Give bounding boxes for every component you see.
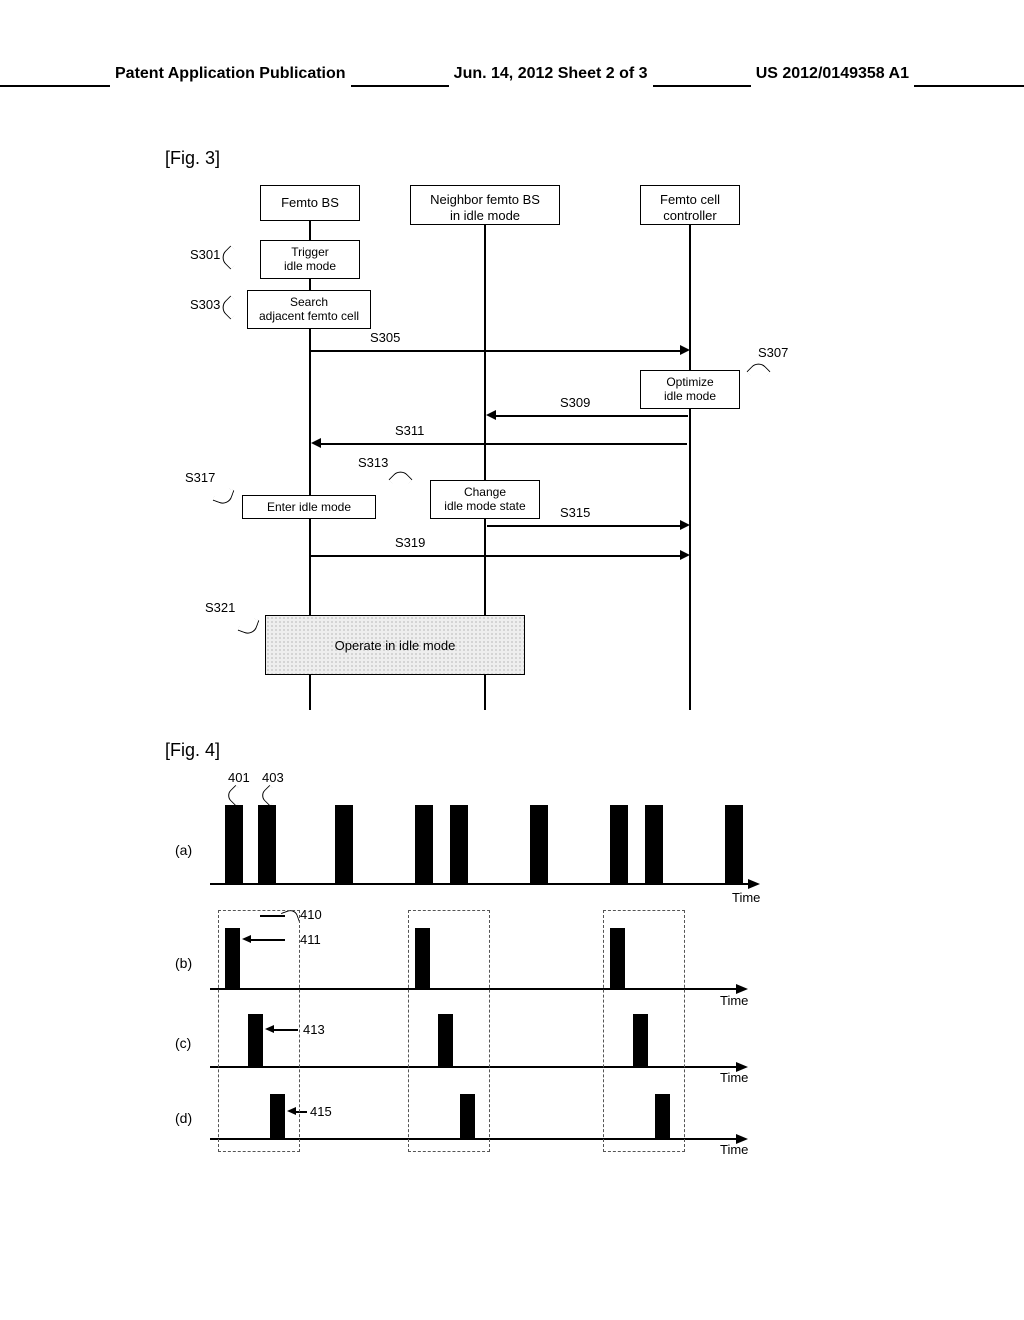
arrow-s305 (310, 350, 680, 352)
actor-femto-bs: Femto BS (260, 185, 360, 221)
fig3-diagram: Femto BS Neighbor femto BS in idle mode … (0, 185, 1024, 715)
dashed-group (408, 910, 490, 1152)
header-center: Jun. 14, 2012 Sheet 2 of 3 (449, 65, 653, 87)
callout-413: 413 (303, 1022, 325, 1037)
label-s303: S303 (190, 297, 220, 312)
actor-controller: Femto cell controller (640, 185, 740, 225)
arrow-s315 (487, 525, 680, 527)
timing-bar (450, 805, 468, 883)
connector-s301 (218, 245, 242, 269)
curve-403 (259, 785, 280, 806)
timeline-a (210, 883, 750, 885)
patent-header: Patent Application Publication Jun. 14, … (0, 85, 1024, 87)
label-s301: S301 (190, 247, 220, 262)
arrow-s319 (310, 555, 680, 557)
callout-415: 415 (310, 1104, 332, 1119)
time-d: Time (720, 1142, 748, 1157)
timing-bar (645, 805, 663, 883)
timing-bar (725, 805, 743, 883)
timing-bar (415, 805, 433, 883)
box-s313: Change idle mode state (430, 480, 540, 519)
box-s307: Optimize idle mode (640, 370, 740, 409)
callout-403: 403 (262, 770, 284, 785)
label-s307: S307 (758, 345, 788, 360)
fig4-diagram: 401 403 (a) Time (b) Time (c) Time (d) (0, 770, 1024, 1270)
lifeline-controller (689, 225, 691, 710)
arrowhead-s309 (486, 410, 496, 420)
label-s317: S317 (185, 470, 215, 485)
fig4-label: [Fig. 4] (165, 740, 220, 761)
label-s311: S311 (395, 423, 424, 438)
callout-401: 401 (228, 770, 250, 785)
connector-s307 (746, 359, 770, 383)
box-s317: Enter idle mode (242, 495, 376, 519)
connector-s303 (218, 295, 242, 319)
connector-s321 (238, 615, 260, 637)
timeline-a-arrow (748, 879, 760, 889)
timing-bar (225, 805, 243, 883)
timing-bar (335, 805, 353, 883)
arrowhead-s319 (680, 550, 690, 560)
box-s301: Trigger idle mode (260, 240, 360, 279)
page: Patent Application Publication Jun. 14, … (0, 0, 1024, 1320)
header-right: US 2012/0149358 A1 (751, 65, 914, 87)
arrow-s311 (319, 443, 687, 445)
dashed-group (603, 910, 685, 1152)
header-left: Patent Application Publication (110, 65, 351, 87)
arrowhead-s315 (680, 520, 690, 530)
time-a: Time (732, 890, 760, 905)
arrowhead-s305 (680, 345, 690, 355)
label-s321: S321 (205, 600, 235, 615)
text-s321: Operate in idle mode (335, 638, 456, 653)
fig3-label: [Fig. 3] (165, 148, 220, 169)
timing-bar (530, 805, 548, 883)
box-s321: Operate in idle mode (265, 615, 525, 675)
actor-neighbor: Neighbor femto BS in idle mode (410, 185, 560, 225)
connector-s313 (388, 467, 412, 491)
label-s319: S319 (395, 535, 425, 550)
callout-411: 411 (300, 932, 321, 947)
timing-bar (610, 805, 628, 883)
label-s315: S315 (560, 505, 590, 520)
label-s313: S313 (358, 455, 388, 470)
dashed-group (218, 910, 300, 1152)
timing-bar (258, 805, 276, 883)
arrowhead-s311 (311, 438, 321, 448)
time-b: Time (720, 993, 748, 1008)
arrow-s309 (494, 415, 688, 417)
label-s309: S309 (560, 395, 590, 410)
callout-410: 410 (300, 907, 322, 922)
curve-401 (225, 785, 246, 806)
row-a (0, 805, 770, 885)
connector-s317 (213, 485, 235, 507)
label-s305: S305 (370, 330, 400, 345)
box-s303: Search adjacent femto cell (247, 290, 371, 329)
time-c: Time (720, 1070, 748, 1085)
